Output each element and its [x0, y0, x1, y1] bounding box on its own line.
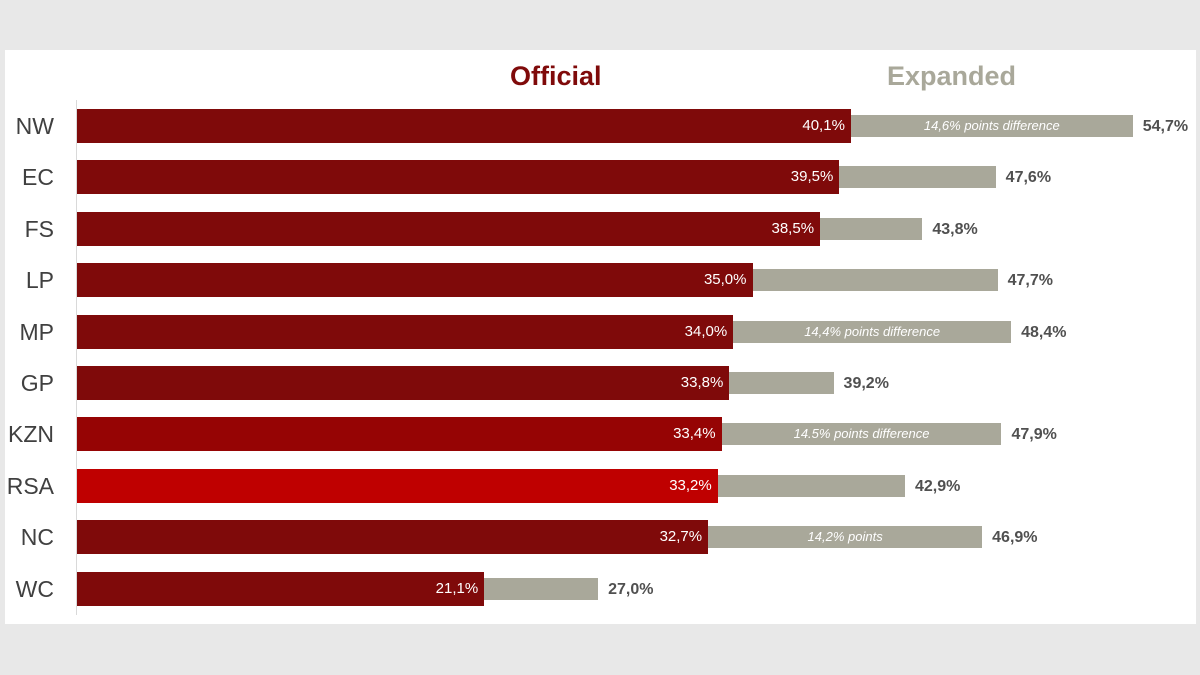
bar-expanded-lp — [752, 269, 998, 292]
value-expanded-nw: 54,7% — [1142, 118, 1189, 135]
category-label-mp: MP — [19, 318, 55, 345]
value-official-kzn: 33,4% — [673, 425, 716, 443]
value-expanded-kzn: 47,9% — [1011, 426, 1057, 444]
bar-official-nc — [77, 520, 709, 555]
category-label-nw: NW — [15, 113, 54, 139]
bar-expanded-rsa — [717, 474, 905, 497]
value-official-ec: 39,5% — [790, 168, 834, 186]
bar-official-lp — [77, 263, 753, 298]
legend-expanded: Expanded — [887, 61, 1017, 91]
value-expanded-mp: 48,4% — [1021, 323, 1067, 341]
category-label-lp: LP — [25, 267, 54, 294]
bar-expanded-nw — [850, 115, 1133, 137]
category-label-rsa: RSA — [6, 472, 54, 499]
bar-expanded-nc — [708, 526, 983, 549]
bar-official-rsa — [77, 468, 718, 503]
value-expanded-lp: 47,7% — [1007, 272, 1053, 290]
bar-official-nw — [77, 109, 851, 143]
difference-annotation-nw: 14,6% points difference — [923, 118, 1060, 133]
category-label-fs: FS — [24, 215, 54, 242]
category-label-ec: EC — [22, 164, 54, 191]
bar-expanded-gp — [729, 372, 834, 394]
category-axis-line — [76, 100, 77, 615]
bar-expanded-fs — [820, 217, 923, 240]
value-expanded-nc: 46,9% — [992, 529, 1038, 547]
bar-official-fs — [77, 211, 821, 246]
bar-expanded-kzn — [721, 423, 1002, 446]
legend-official: Official — [510, 61, 602, 91]
difference-annotation-mp: 14,4% points difference — [804, 323, 941, 339]
bar-official-kzn — [77, 417, 722, 452]
value-official-fs: 38,5% — [771, 219, 815, 237]
value-official-mp: 34,0% — [684, 322, 728, 340]
bar-official-mp — [77, 314, 734, 349]
bar-official-ec — [77, 160, 840, 195]
category-label-wc: WC — [15, 575, 54, 602]
difference-annotation-kzn: 14.5% points difference — [793, 426, 930, 442]
value-expanded-ec: 47,6% — [1005, 169, 1052, 187]
category-label-gp: GP — [20, 370, 54, 396]
value-expanded-rsa: 42,9% — [914, 477, 961, 495]
bar-expanded-wc — [484, 577, 599, 600]
value-official-lp: 35,0% — [703, 271, 747, 289]
value-expanded-gp: 39,2% — [843, 375, 889, 392]
category-label-nc: NC — [20, 524, 54, 551]
bar-expanded-mp — [733, 320, 1012, 343]
bar-official-gp — [77, 366, 730, 400]
value-expanded-fs: 43,8% — [932, 220, 978, 238]
value-official-nw: 40,1% — [802, 117, 845, 134]
bar-official-wc — [77, 571, 485, 606]
difference-annotation-nc: 14,2% points — [807, 529, 883, 545]
bar-expanded-ec — [839, 166, 996, 189]
value-expanded-wc: 27,0% — [608, 580, 654, 598]
value-official-wc: 21,1% — [435, 579, 479, 597]
value-official-rsa: 33,2% — [669, 476, 712, 494]
value-official-nc: 32,7% — [659, 528, 703, 546]
value-official-gp: 33,8% — [680, 374, 724, 391]
category-label-kzn: KZN — [8, 421, 54, 448]
